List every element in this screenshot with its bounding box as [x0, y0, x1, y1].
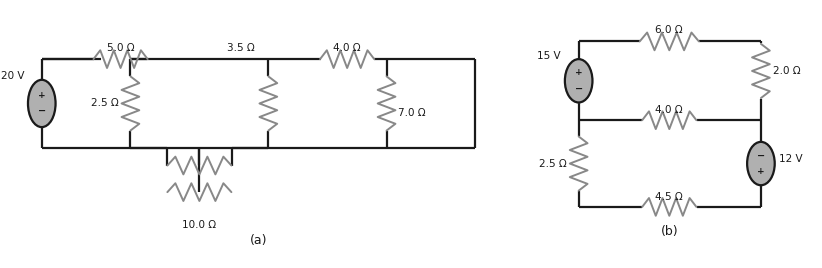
Text: +: +	[575, 68, 583, 77]
Text: −: −	[38, 106, 46, 116]
Text: 10.0 Ω: 10.0 Ω	[182, 220, 216, 230]
Ellipse shape	[565, 59, 593, 102]
Ellipse shape	[28, 80, 56, 127]
Text: 4.0 Ω: 4.0 Ω	[334, 43, 361, 53]
Text: 2.0 Ω: 2.0 Ω	[773, 66, 801, 76]
Text: 4.5 Ω: 4.5 Ω	[655, 192, 683, 202]
Text: 6.0 Ω: 6.0 Ω	[655, 25, 683, 35]
Text: 3.5 Ω: 3.5 Ω	[227, 43, 255, 53]
Text: 2.5 Ω: 2.5 Ω	[91, 98, 118, 109]
Text: 15 V: 15 V	[538, 51, 561, 61]
Text: 5.0 Ω: 5.0 Ω	[107, 43, 134, 53]
Text: 20 V: 20 V	[1, 71, 24, 81]
Text: (b): (b)	[661, 225, 679, 238]
Text: 7.0 Ω: 7.0 Ω	[399, 108, 426, 118]
Text: −: −	[757, 151, 765, 161]
Text: +: +	[38, 91, 45, 100]
Text: +: +	[757, 167, 764, 176]
Text: 12 V: 12 V	[778, 154, 802, 164]
Ellipse shape	[747, 142, 774, 185]
Text: −: −	[575, 84, 583, 94]
Text: 2.5 Ω: 2.5 Ω	[539, 159, 567, 169]
Text: (a): (a)	[250, 233, 267, 247]
Text: 4.0 Ω: 4.0 Ω	[655, 105, 683, 115]
